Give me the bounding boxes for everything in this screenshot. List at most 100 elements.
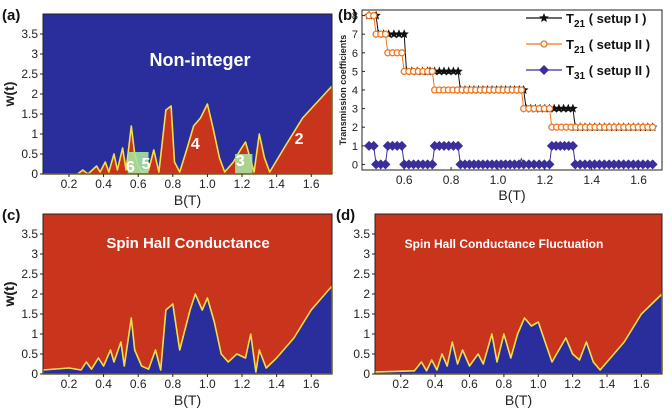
x-tick-label: 1.6 [633,377,650,391]
data-point [381,30,390,38]
x-tick-label: 0.6 [130,377,147,391]
non-integer-plateau [127,152,149,174]
x-tick-label: 1.2 [536,173,553,187]
y-tick-label: 3.5 [353,227,370,241]
y-tick-label: 4 [352,85,358,97]
data-point [517,86,526,94]
x-tick-label: 1.6 [303,177,320,191]
data-point [523,159,534,170]
y-tick-label: 3.5 [21,227,38,241]
region-label: 2 [295,131,304,148]
data-point [444,66,454,76]
x-tick-label: 0.6 [130,177,147,191]
legend-marker [539,13,549,22]
y-tick-label: 1 [31,127,38,141]
region-label: 5 [142,156,151,173]
x-tick-label: 1.6 [303,377,320,391]
y-axis-label: w(t) [1,282,17,308]
x-tick-label: 0.8 [496,377,513,391]
data-point [396,140,407,151]
x-axis-label: B(T) [498,187,525,203]
panel-c: 0.2 0.4 0.6 0.8 1.0 1.2 1.4 1.6 0 0.5 1 1.5 2 2.5 3 3.5… [1,207,333,408]
data-point [534,159,545,170]
data-point [427,159,438,170]
y-axis-label: w(t) [1,82,17,108]
y-tick-label: 1.5 [353,307,370,321]
panel-a: 0.2 0.4 0.6 0.8 1.0 1.2 1.4 1.6 0 0.5 1 1.5 2 2.5 3 3.5… [1,7,333,208]
panel-label: (d) [336,207,355,224]
x-tick-label: 0.2 [61,377,78,391]
y-tick-label: 5 [352,66,358,78]
legend-marker [539,65,549,75]
legend-marker [540,40,548,48]
region-label: 6 [126,159,135,176]
x-tick-label: 1.4 [268,177,285,191]
y-tick-label: 3 [352,104,358,116]
panel-d: 0.2 0.4 0.6 0.8 1.0 1.2 1.4 1.6 0 0.5 1 1.5 2 2.5 3 3.5… [1,207,663,408]
data-point [399,29,409,39]
data-point [380,159,391,170]
x-axis-label: B(T) [174,192,201,208]
panel-label: (c) [2,207,20,224]
data-point [529,159,540,170]
y-tick-label: 0 [31,167,38,181]
heatmap-lower-region [42,285,333,375]
x-tick-label: 0.2 [61,177,78,191]
legend-label: T21 ( setup II ) [566,37,650,56]
data-point [539,159,550,170]
x-tick-label: 1.2 [564,377,581,391]
data-point [368,140,379,151]
x-axis-label: B(T) [174,392,201,408]
y-tick-label: 8 [352,11,358,23]
data-point [453,140,464,151]
data-point [389,29,399,39]
heatmap-lower-region [374,293,663,375]
x-axis-label: B(T) [505,392,532,408]
x-tick-label: 0.4 [95,377,112,391]
panel-b: 0.6 0.8 1.0 1.2 1.4 1.6 0 1 2 3 4 5 6 7 8 B(T) Transmiss… [338,7,663,203]
data-point [563,103,573,113]
data-point [453,66,463,76]
legend-label: T21 ( setup I ) [566,11,646,30]
panel-annotation: Spin Hall Conductance Fluctuation [405,237,604,251]
x-tick-label: 1.2 [234,377,251,391]
panel-label: (b) [338,7,357,24]
x-tick-label: 1.0 [199,177,216,191]
y-tick-label: 1 [352,141,358,153]
panel-annotation: Spin Hall Conductance [106,235,269,252]
y-tick-label: 2.5 [353,267,370,281]
x-tick-label: 1.6 [630,173,647,187]
data-point [518,159,529,170]
heatmap-lower-region [42,85,333,175]
x-tick-label: 0.6 [461,377,478,391]
data-point [394,29,404,39]
x-tick-label: 1.0 [530,377,547,391]
y-tick-label: 3 [31,47,38,61]
x-tick-label: 1.0 [490,173,507,187]
y-axis-label: w(t) [1,282,17,308]
data-point [544,159,555,170]
data-point [398,49,406,57]
y-tick-label: 1 [363,327,370,341]
y-tick-label: 2 [363,287,370,301]
y-tick-label: 3 [363,247,370,261]
data-point [545,104,554,113]
x-tick-label: 0.4 [95,177,112,191]
x-tick-label: 1.4 [599,377,616,391]
panel-label: (a) [2,7,20,24]
y-tick-label: 0 [352,159,358,171]
y-tick-label: 1 [31,327,38,341]
data-point [434,66,445,76]
x-tick-label: 0.6 [396,173,413,187]
y-tick-label: 0.5 [353,347,370,361]
x-tick-label: 0.8 [164,177,181,191]
x-tick-label: 1.4 [268,377,285,391]
x-tick-label: 0.8 [443,173,460,187]
x-tick-label: 0.2 [392,377,409,391]
y-tick-label: 3.5 [21,27,38,41]
x-tick-label: 1.4 [583,173,600,187]
y-tick-label: 1.5 [21,107,38,121]
data-point [648,123,657,131]
data-point [428,67,436,76]
